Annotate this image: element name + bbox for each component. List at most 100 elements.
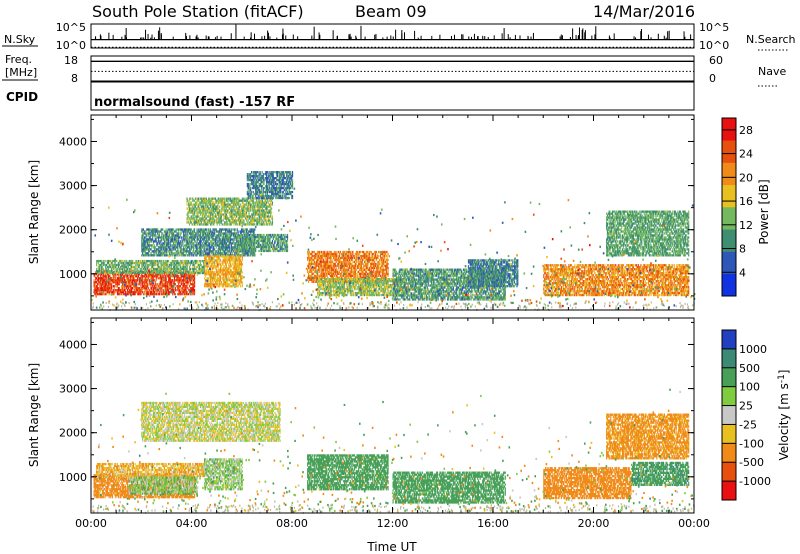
data-cell bbox=[224, 207, 226, 210]
data-cell bbox=[116, 269, 119, 273]
data-cell bbox=[189, 273, 191, 276]
data-cell bbox=[177, 246, 179, 249]
data-cell bbox=[178, 271, 181, 274]
data-cell bbox=[227, 248, 229, 251]
data-cell bbox=[126, 271, 128, 274]
data-cell bbox=[106, 269, 108, 273]
data-cell bbox=[106, 289, 108, 292]
data-cell bbox=[159, 285, 161, 288]
data-cell bbox=[168, 265, 170, 269]
data-cell bbox=[184, 265, 186, 269]
data-cell bbox=[179, 232, 181, 235]
data-cell bbox=[169, 267, 171, 271]
data-cell bbox=[150, 261, 152, 265]
data-cell bbox=[170, 281, 172, 284]
data-cell bbox=[157, 265, 159, 269]
data-cell bbox=[158, 248, 160, 251]
data-cell bbox=[219, 242, 221, 245]
data-cell bbox=[203, 205, 205, 208]
data-cell bbox=[203, 230, 205, 233]
data-cell bbox=[154, 267, 156, 271]
data-cell bbox=[204, 250, 207, 253]
data-cell bbox=[197, 213, 199, 216]
data-cell bbox=[173, 252, 175, 255]
data-cell bbox=[193, 238, 195, 241]
data-cell bbox=[173, 287, 175, 290]
data-cell bbox=[146, 234, 148, 237]
data-cell bbox=[168, 250, 170, 253]
data-cell bbox=[180, 242, 182, 245]
data-cell bbox=[189, 267, 191, 271]
data-cell bbox=[209, 244, 211, 247]
data-cell bbox=[219, 238, 222, 241]
data-cell bbox=[205, 238, 207, 241]
data-cell bbox=[184, 293, 186, 296]
data-cell bbox=[177, 240, 179, 243]
data-cell bbox=[160, 250, 162, 253]
data-cell bbox=[107, 275, 109, 278]
data-cell bbox=[173, 271, 176, 275]
data-cell bbox=[169, 271, 171, 275]
data-cell bbox=[99, 279, 101, 282]
data-cell bbox=[95, 289, 97, 292]
data-cell bbox=[188, 252, 190, 255]
data-cell bbox=[142, 234, 145, 237]
data-cell bbox=[163, 248, 165, 251]
data-cell bbox=[194, 291, 196, 294]
data-cell bbox=[150, 277, 152, 280]
data-cell bbox=[152, 261, 155, 265]
data-cell bbox=[194, 267, 196, 271]
data-cell bbox=[158, 254, 160, 257]
data-cell bbox=[171, 267, 173, 271]
data-cell bbox=[162, 254, 164, 257]
data-cell bbox=[178, 277, 181, 280]
data-cell bbox=[198, 230, 200, 233]
data-cell bbox=[100, 275, 102, 278]
data-cell bbox=[208, 250, 210, 253]
data-cell bbox=[194, 246, 196, 249]
data-cell bbox=[188, 250, 190, 253]
data-cell bbox=[167, 287, 169, 290]
data-cell bbox=[190, 221, 192, 224]
data-cell bbox=[231, 211, 233, 214]
data-cell bbox=[156, 273, 158, 276]
data-cell bbox=[209, 221, 211, 224]
data-cell bbox=[245, 219, 248, 222]
data-cell bbox=[151, 261, 153, 265]
data-cell bbox=[142, 232, 144, 235]
data-cell bbox=[234, 205, 236, 208]
data-cell bbox=[168, 287, 170, 290]
data-cell bbox=[202, 271, 204, 275]
data-cell bbox=[212, 234, 214, 237]
data-cell bbox=[133, 289, 135, 292]
data-cell bbox=[219, 205, 221, 208]
data-cell bbox=[141, 228, 143, 231]
data-cell bbox=[198, 228, 200, 231]
data-cell bbox=[126, 287, 128, 290]
data-cell bbox=[185, 273, 187, 276]
data-cell bbox=[182, 289, 184, 292]
data-cell bbox=[105, 283, 107, 286]
data-cell bbox=[262, 221, 264, 224]
data-cell bbox=[130, 267, 132, 271]
data-cell bbox=[182, 244, 184, 247]
data-cell bbox=[191, 252, 193, 255]
data-cell bbox=[180, 275, 182, 278]
data-cell bbox=[258, 249, 260, 253]
data-cell bbox=[114, 259, 116, 263]
data-cell bbox=[163, 273, 165, 276]
data-cell bbox=[204, 219, 207, 222]
data-cell bbox=[169, 273, 171, 276]
data-cell bbox=[172, 287, 174, 290]
data-cell bbox=[117, 265, 119, 269]
data-cell bbox=[157, 228, 159, 231]
data-cell bbox=[156, 234, 158, 237]
data-cell bbox=[126, 267, 128, 271]
data-cell bbox=[173, 283, 176, 286]
data-cell bbox=[183, 287, 186, 290]
data-cell bbox=[117, 273, 119, 276]
data-cell bbox=[95, 287, 97, 290]
data-cell bbox=[150, 283, 152, 286]
data-cell bbox=[102, 259, 104, 263]
data-cell bbox=[159, 269, 161, 273]
